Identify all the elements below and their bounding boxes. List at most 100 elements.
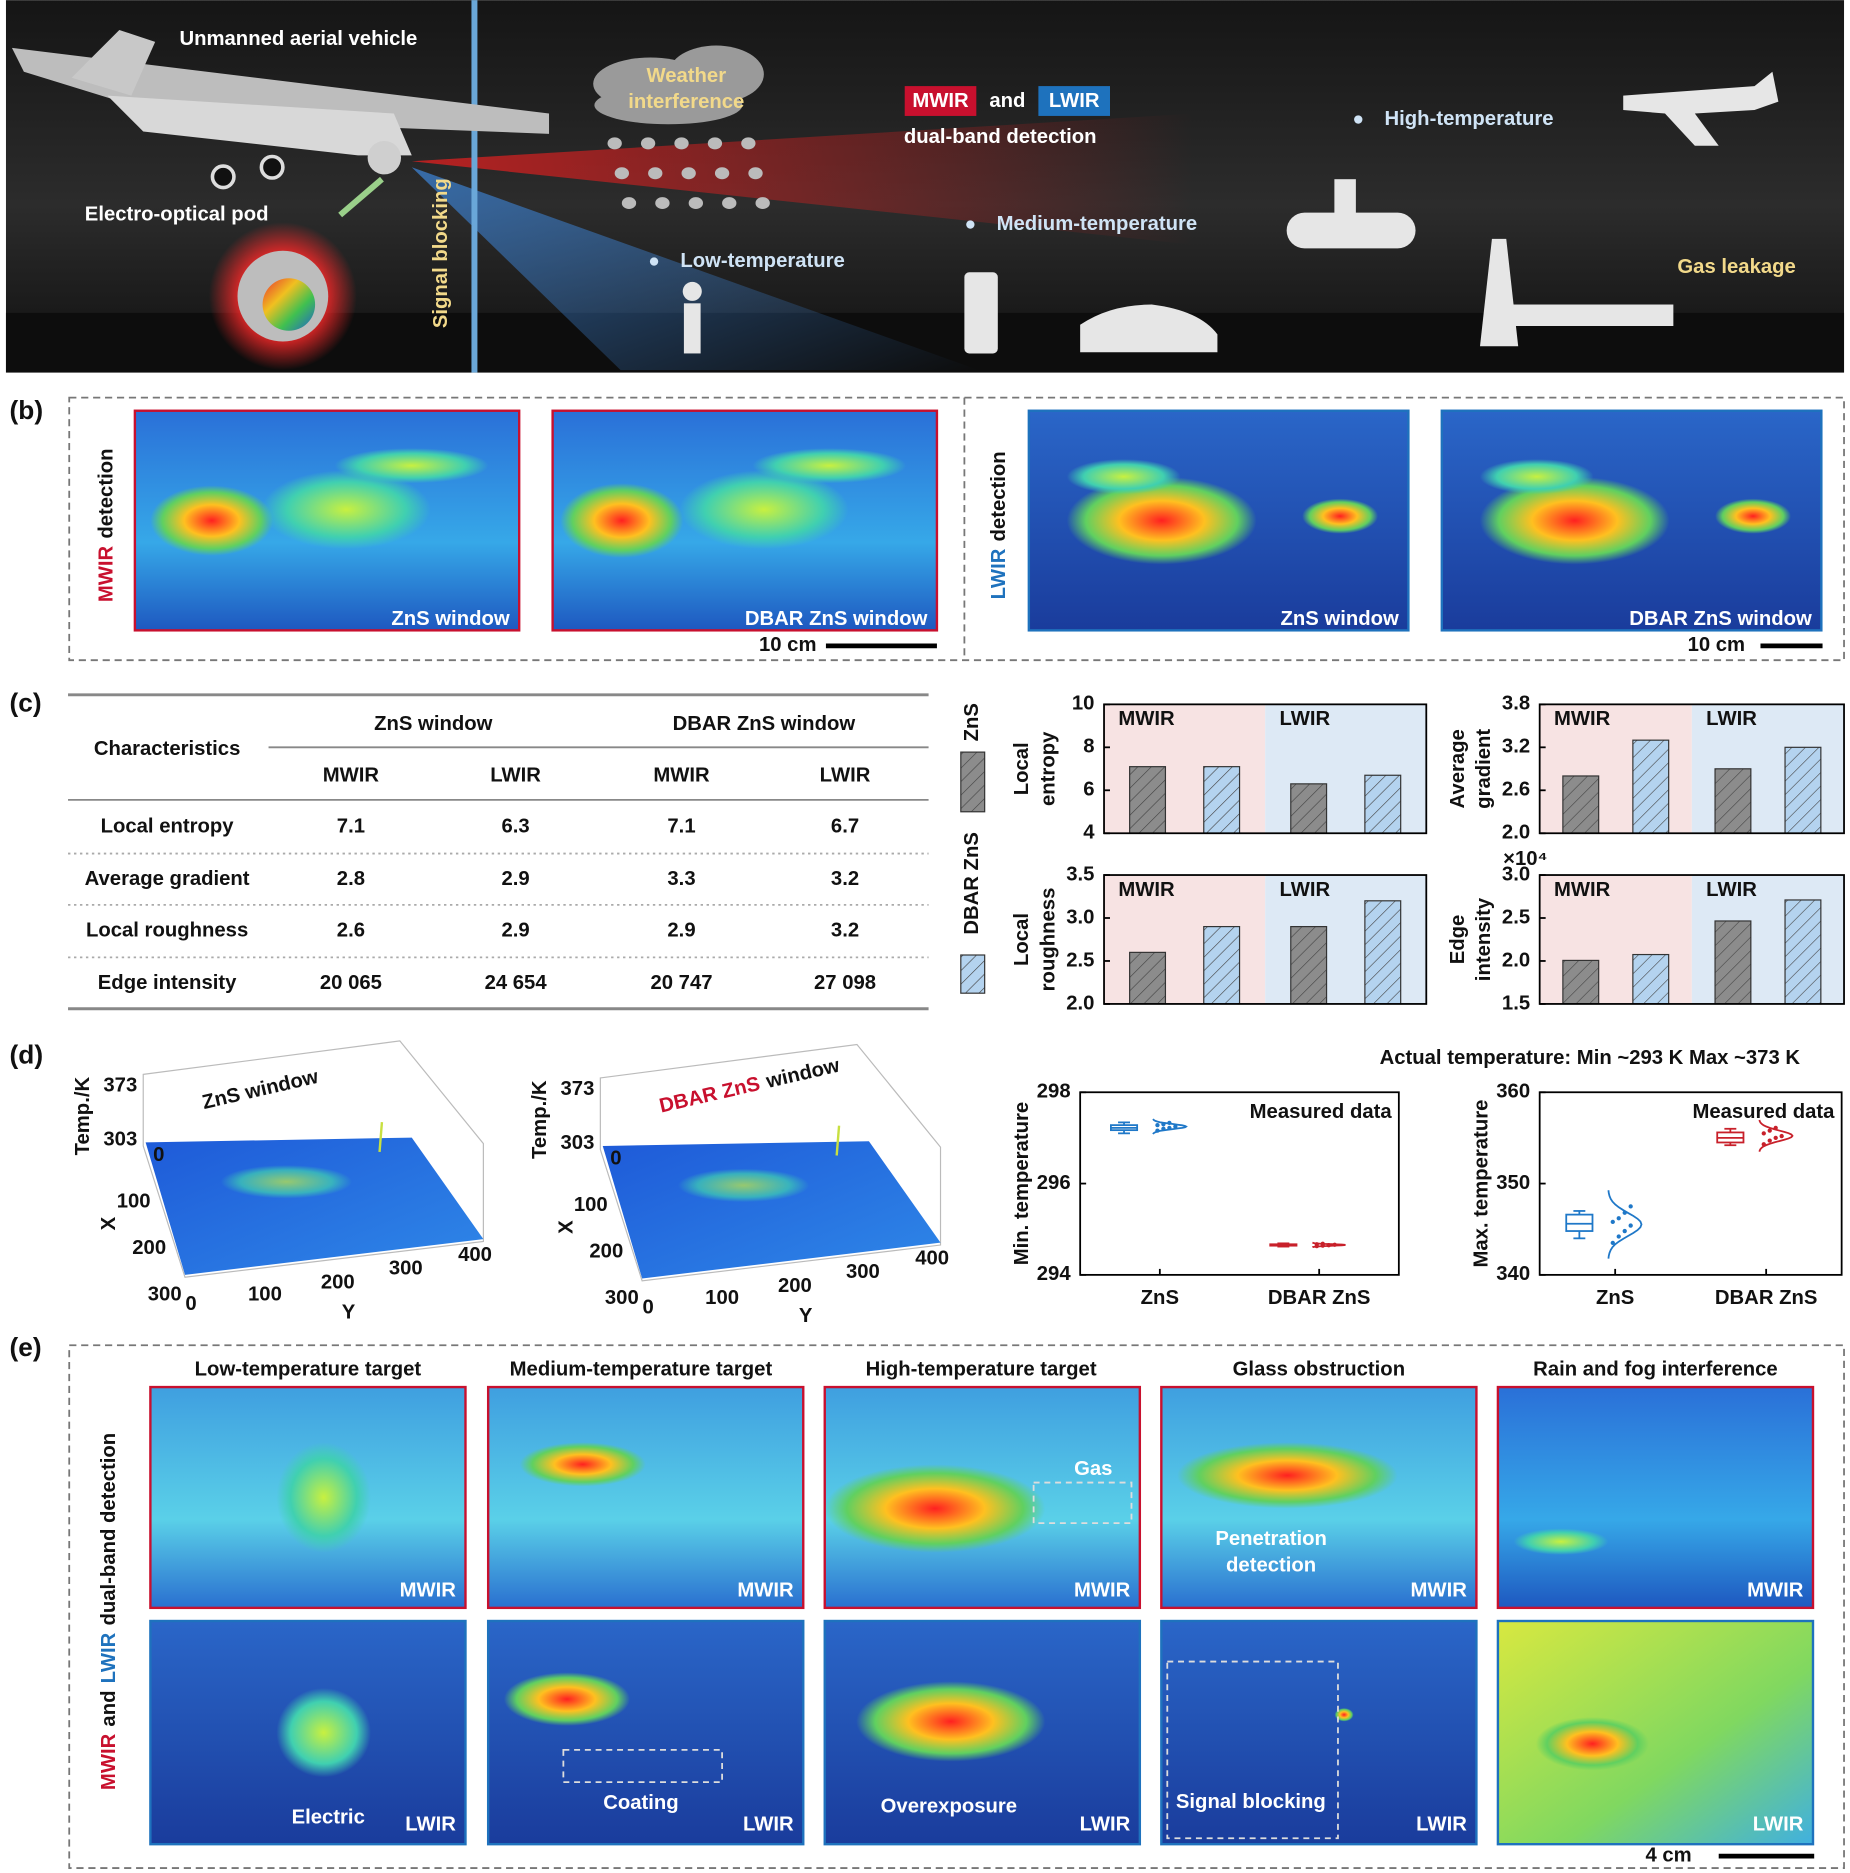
scale-bar-label: 10 cm: [1688, 634, 1746, 656]
thermal-spot: [503, 1672, 630, 1726]
y-axis-label: entropy: [1037, 731, 1059, 806]
table-cell: 2.9: [502, 919, 530, 941]
plot-frame: [1079, 1091, 1400, 1276]
band-label: MWIR: [912, 90, 969, 112]
bullet: [649, 257, 659, 266]
pod-lens: [262, 278, 316, 331]
y-tick-label: 300: [389, 1257, 423, 1279]
x-tick-label: DBAR ZnS: [1268, 1287, 1371, 1309]
data-point: [1628, 1223, 1633, 1228]
bar: [1290, 925, 1328, 1005]
table-cell: 27 098: [814, 972, 876, 994]
y-axis-label: Min. temperature: [1011, 1102, 1033, 1265]
image-note: detection: [1226, 1554, 1316, 1576]
bar: [1129, 951, 1167, 1005]
y-axis-label: Average: [1447, 729, 1469, 808]
y-tick-label: 400: [915, 1248, 949, 1270]
bar: [1784, 899, 1822, 1005]
bullet: [1354, 115, 1363, 124]
thermal-spot: [519, 1442, 646, 1487]
table-row-label: Edge intensity: [98, 972, 237, 994]
battery-icon: [964, 272, 998, 354]
band-box: [1038, 86, 1110, 116]
table-cell: 2.8: [337, 868, 365, 890]
person-body: [683, 303, 701, 354]
annotation: Measured data: [1692, 1101, 1835, 1123]
bullet: [966, 220, 975, 229]
thermal-spot: [1177, 1442, 1398, 1509]
target-label: High-temperature: [1385, 108, 1554, 130]
data-point: [1767, 1138, 1772, 1143]
category-label: LWIR: [1279, 879, 1330, 901]
bar: [1562, 775, 1600, 834]
z-tick-label: 373: [103, 1075, 137, 1097]
y-tick-label: 2.5: [1066, 949, 1094, 971]
band-label: MWIR: [400, 1580, 457, 1602]
axis-multiplier: ×10⁴: [1503, 848, 1547, 870]
rain-drop: [640, 137, 656, 150]
plot-frame: [1103, 874, 1428, 1005]
weather-label: Weather: [646, 65, 726, 87]
table-band: LWIR: [820, 764, 871, 786]
y-axis-label: gradient: [1473, 729, 1495, 809]
table-cell: 20 065: [320, 972, 382, 994]
data-point: [1616, 1234, 1621, 1239]
data-point: [1616, 1216, 1621, 1221]
z-axis-label: Temp./K: [72, 1077, 94, 1156]
panel-label: (d): [10, 1039, 44, 1069]
band-label: LWIR: [1049, 90, 1100, 112]
distribution-curve: [1152, 1118, 1188, 1135]
y-tick-label: 200: [778, 1275, 812, 1297]
surface-frame: [599, 1043, 942, 1282]
table-cell: 6.7: [831, 816, 859, 838]
thermal-spot: [1334, 1708, 1354, 1722]
category-label: MWIR: [1118, 708, 1175, 730]
table-cell: 20 747: [650, 972, 712, 994]
data-point: [1767, 1128, 1772, 1133]
drone-wheel: [210, 164, 236, 190]
table-band: LWIR: [490, 764, 541, 786]
data-point: [1173, 1124, 1178, 1129]
gas-label: Gas leakage: [1677, 256, 1795, 278]
data-point: [1628, 1204, 1633, 1209]
y-tick-label: 2.6: [1502, 779, 1530, 801]
y-tick-label: 3.0: [1502, 863, 1530, 885]
row-label-part: LWIR: [98, 1632, 120, 1683]
temperature-note: Actual temperature: Min ~293 K Max ~373 …: [1380, 1047, 1801, 1069]
drone-body: [107, 95, 412, 156]
table-cell: 7.1: [667, 816, 695, 838]
thermal-spot: [824, 1464, 1046, 1553]
image-note: Overexposure: [881, 1796, 1017, 1818]
band-label: LWIR: [405, 1813, 456, 1835]
y-axis-label: Local: [1011, 913, 1033, 966]
table-cell: 24 654: [485, 972, 548, 994]
x-tick-label: 100: [574, 1194, 608, 1216]
highlight-box: [1032, 1481, 1133, 1525]
image-note: Coating: [603, 1792, 678, 1814]
table-cell: 2.9: [667, 919, 695, 941]
category-label: MWIR: [1118, 879, 1175, 901]
distribution-curve: [1607, 1190, 1643, 1259]
y-tick-label: 294: [1037, 1263, 1072, 1285]
image-label: ZnS window: [1281, 608, 1400, 630]
thermal-image: [486, 1619, 805, 1846]
thermal-spot: [276, 1442, 371, 1553]
x-tick-label: 0: [610, 1147, 621, 1169]
y-tick-label: 350: [1496, 1172, 1530, 1194]
x-tick-label: ZnS: [1141, 1287, 1179, 1309]
column-title: High-temperature target: [866, 1359, 1097, 1381]
rain-drop: [655, 197, 670, 210]
y-tick-label: 1.5: [1502, 992, 1530, 1014]
table-cell: 3.2: [831, 868, 859, 890]
y-tick-label: 100: [248, 1284, 282, 1306]
drone-wing: [11, 47, 550, 134]
rain-drop: [688, 197, 703, 210]
cloud: [594, 86, 743, 125]
band-box: [904, 86, 977, 116]
rain-drop: [674, 137, 689, 150]
image-note: Gas: [1074, 1458, 1112, 1480]
detection-word: detection: [96, 448, 118, 538]
data-point: [1155, 1122, 1160, 1128]
z-tick-label: 303: [103, 1128, 137, 1150]
